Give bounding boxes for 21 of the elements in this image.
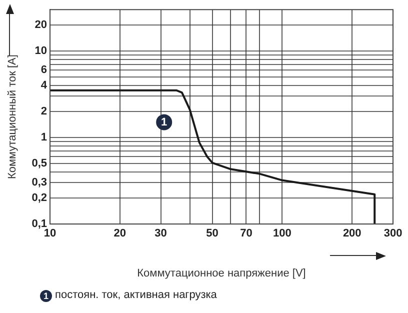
x-tick-label: 200	[342, 228, 362, 240]
x-axis-title: Коммутационное напряжение [V]	[137, 267, 306, 280]
text: постоян. ток, активная нагрузка	[55, 289, 217, 301]
y-tick-label: 0,5	[32, 158, 47, 170]
y-tick-label: 10	[34, 44, 47, 57]
y-tick-label: 20	[34, 18, 47, 31]
y-tick-label: 0,1	[32, 218, 47, 230]
x-tick-label: 30	[154, 228, 167, 240]
y-tick-label: 0,2	[32, 192, 47, 204]
x-tick-label: 50	[206, 228, 218, 240]
y-tick-label: 2	[40, 105, 47, 118]
y-axis-title: Коммутационный ток [A]	[6, 54, 19, 180]
annotation: 1	[161, 116, 168, 129]
x-tick-label: 70	[240, 228, 252, 240]
y-tick-label: 0,3	[32, 176, 47, 189]
y-tick-label: 1	[40, 131, 47, 144]
x-tick-label: 20	[114, 228, 126, 240]
x-tick-label: 100	[273, 228, 292, 240]
y-tick-label: 6	[40, 64, 47, 76]
y-tick-label: 4	[40, 79, 48, 92]
x-tick-label: 300	[384, 228, 402, 240]
